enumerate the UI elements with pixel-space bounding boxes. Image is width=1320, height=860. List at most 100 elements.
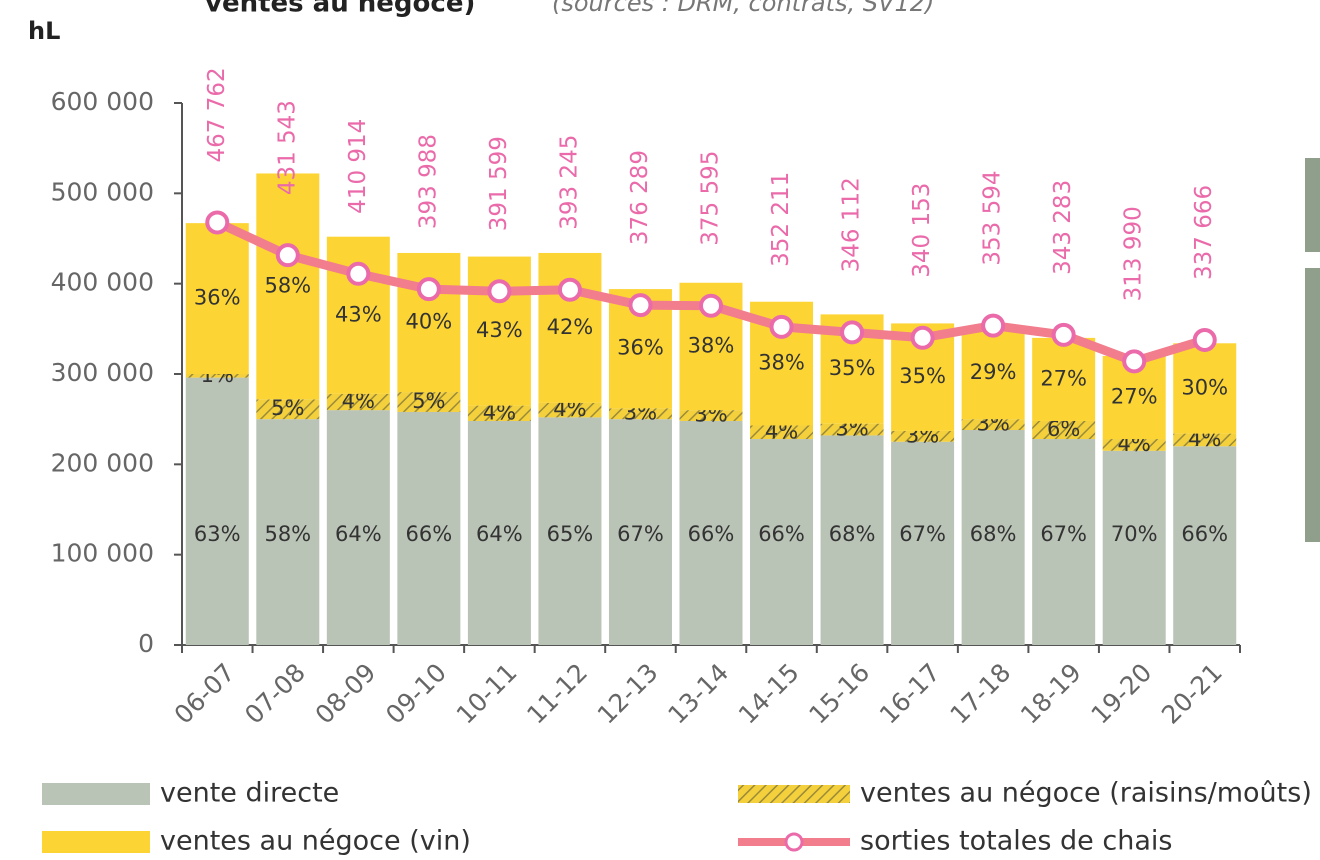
legend-swatch [784,832,804,852]
side-panel [1305,268,1320,542]
bar-segment [891,441,955,645]
bar-segment [608,408,672,420]
value-label: 313 990 [1121,206,1147,301]
bar-segment [961,327,1025,420]
x-tick-label: 15-16 [803,658,875,730]
legend-swatch [42,783,150,805]
share-label: 65% [547,522,594,546]
bar-segment [1102,450,1166,645]
share-label: 40% [406,310,453,334]
line-marker [628,293,653,318]
bar-segment [185,377,249,645]
bar-segment [679,410,743,421]
y-tick-label: 300 000 [51,358,154,387]
line-marker [346,261,371,286]
value-label: 376 289 [627,150,653,245]
share-label: 27% [1040,366,1087,390]
y-tick-label: 200 000 [51,448,154,477]
share-label: 38% [758,351,805,375]
bar-segment [397,392,461,412]
share-label: 42% [547,315,594,339]
value-label: 352 211 [768,172,794,267]
legend-label: ventes au négoce (raisins/moûts) [860,778,1312,809]
y-tick-label: 500 000 [51,177,154,206]
x-tick-label: 14-15 [733,658,805,730]
line-marker [416,277,441,302]
line-marker [1192,327,1217,352]
bar-segment [1032,439,1096,645]
line-marker [1051,322,1076,347]
value-label: 346 112 [839,177,865,272]
share-label: 58% [264,522,311,546]
bar-segment [326,410,390,645]
share-label: 6% [1047,417,1080,441]
line-marker [557,277,582,302]
bar-segment [185,223,249,374]
share-label: 30% [1181,375,1228,399]
side-panel [1305,158,1320,252]
y-axis-label: hL [28,17,60,45]
value-label: 410 914 [345,119,371,214]
legend-label: ventes au négoce (vin) [160,826,471,857]
value-label: 337 666 [1191,185,1217,280]
share-label: 64% [476,522,523,546]
bar-segment [326,393,390,411]
bar-segment [1032,337,1096,421]
value-label: 391 599 [486,136,512,231]
share-label: 63% [194,522,241,546]
value-label: 340 153 [909,183,935,278]
line-marker [487,279,512,304]
y-tick-label: 400 000 [51,268,154,297]
share-label: 68% [829,522,876,546]
x-tick-label: 20-21 [1156,658,1228,730]
share-label: 66% [1181,522,1228,546]
x-tick-label: 12-13 [592,658,664,730]
x-tick-label: 10-11 [451,658,523,730]
bar-segment [467,405,531,421]
share-label: 66% [688,522,735,546]
share-label: 58% [264,273,311,297]
value-label: 393 245 [556,135,582,230]
bar-segment [397,411,461,645]
x-tick-label: 17-18 [944,658,1016,730]
share-label: 43% [335,302,382,326]
x-tick-label: 09-10 [380,658,452,730]
bar-segment [750,425,814,440]
value-label: 467 762 [204,67,230,162]
share-label: 5% [412,389,445,413]
y-tick-label: 600 000 [51,87,154,116]
share-label: 35% [829,356,876,380]
x-tick-label: 19-20 [1086,658,1158,730]
share-label: 64% [335,522,382,546]
x-tick-label: 13-14 [662,658,734,730]
bar-segment [1173,343,1237,434]
share-label: 67% [899,522,946,546]
legend-label: sorties totales de chais [860,826,1172,857]
line-marker [699,293,723,318]
x-tick-label: 18-19 [1015,658,1087,730]
bar-segment [820,423,884,436]
line-marker [205,210,230,235]
value-label: 353 594 [980,170,1006,265]
bar-segment [750,439,814,645]
share-label: 35% [899,364,946,388]
line-marker [275,243,300,268]
chart-subtitle: (sources : DRM, contrats, SV12) [552,0,934,17]
share-label: 5% [271,396,304,420]
chart-title: ventes au négoce) [205,0,475,19]
share-label: 38% [688,333,735,357]
line-marker [1122,349,1147,374]
share-label: 70% [1111,522,1158,546]
bar-segment [256,419,320,645]
bar-segment [1032,420,1096,440]
y-tick-label: 100 000 [51,539,154,568]
share-label: 67% [1040,522,1087,546]
bar-segment [679,420,743,645]
x-tick-label: 16-17 [874,658,946,730]
share-label: 43% [476,318,523,342]
bar-segment [538,417,602,645]
share-label: 66% [406,522,453,546]
bar-segment [397,252,461,393]
